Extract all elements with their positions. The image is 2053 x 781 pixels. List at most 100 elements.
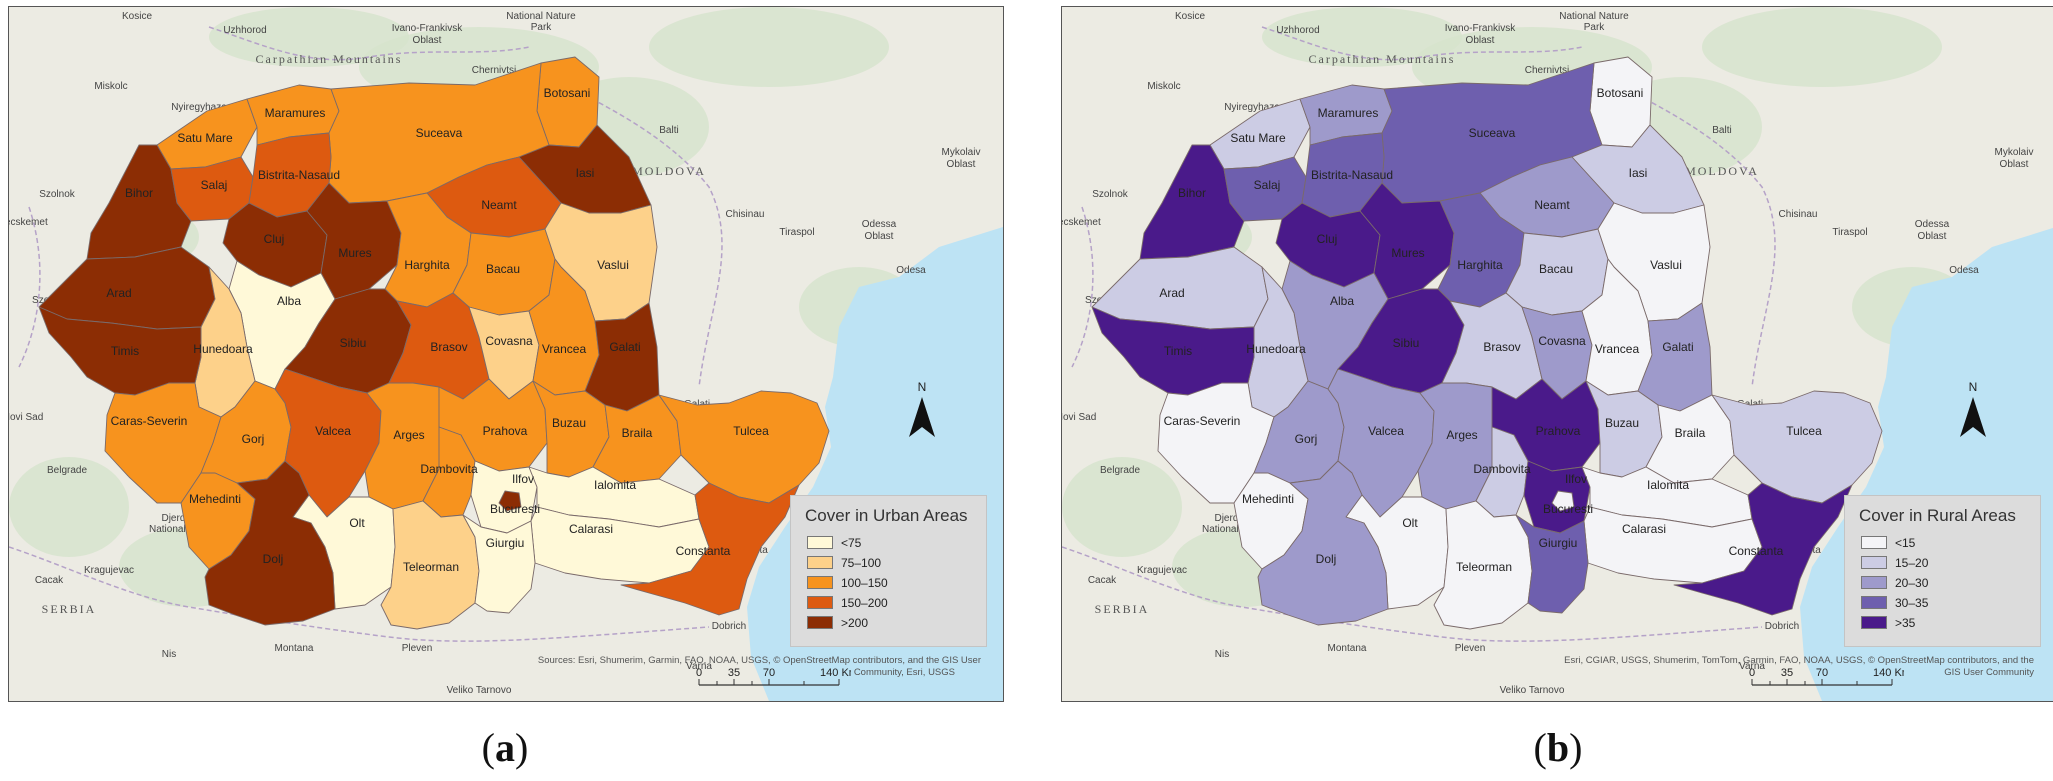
county-valcea[interactable] <box>274 368 382 518</box>
legend-swatch <box>807 536 833 549</box>
basemap-forest <box>9 457 129 557</box>
legend-swatch <box>1861 576 1887 589</box>
country-border <box>208 26 530 61</box>
county-label-salaj: Salaj <box>201 178 228 192</box>
place-label: Nis <box>1215 649 1229 660</box>
place-label: Odessa <box>1915 219 1950 230</box>
place-label: Odesa <box>1949 265 1979 276</box>
place-label: Park <box>531 22 553 33</box>
county-label-vaslui: Vaslui <box>1650 258 1682 272</box>
place-label: National Nature <box>506 11 576 22</box>
county-label-arges: Arges <box>393 428 424 442</box>
place-label: Nyiregyhaza <box>171 102 227 113</box>
caption-b: (b) <box>1533 725 1583 770</box>
county-tulcea[interactable] <box>658 390 830 504</box>
county-giurgiu[interactable] <box>462 514 536 614</box>
county-label-buzau: Buzau <box>552 416 586 430</box>
county-bucuresti[interactable] <box>498 490 522 512</box>
place-label: Oblast <box>413 35 442 46</box>
county-label-vrancea: Vrancea <box>542 342 587 356</box>
place-label: Oblast <box>947 159 976 170</box>
attribution-line-1: Esri, CGIAR, USGS, Shumerim, TomTom, Gar… <box>1564 655 2034 666</box>
legend-label: 150–200 <box>841 596 888 610</box>
county-label-iasi: Iasi <box>1629 166 1648 180</box>
place-label: Belgrade <box>1100 465 1140 476</box>
county-label-dambovita: Dambovita <box>1473 462 1531 476</box>
county-valcea[interactable] <box>1327 368 1435 518</box>
place-label: Chernivtsi <box>472 65 516 76</box>
county-label-caras-severin: Caras-Severin <box>1164 414 1241 428</box>
scale-bar: 0 35 70 140 Km <box>696 667 851 686</box>
county-constanta[interactable] <box>620 482 800 616</box>
county-bucuresti[interactable] <box>1551 490 1575 512</box>
county-label-braila: Braila <box>1675 426 1706 440</box>
legend-swatch <box>1861 536 1887 549</box>
scale-label-35: 35 <box>728 667 740 679</box>
north-label: N <box>918 380 927 394</box>
legend-title: Cover in Rural Areas <box>1859 506 2016 525</box>
county-label-suceava: Suceava <box>1469 126 1516 140</box>
attribution-line-2: GIS User Community <box>1944 667 2034 678</box>
county-label-hunedoara: Hunedoara <box>1246 342 1306 356</box>
legend-swatch <box>1861 556 1887 569</box>
county-label-timis: Timis <box>1164 344 1192 358</box>
country-border <box>1261 26 1583 61</box>
place-label: Kecskemet <box>1062 217 1101 228</box>
county-label-harghita: Harghita <box>404 258 450 272</box>
place-label: Dobrich <box>1765 621 1799 632</box>
scale-bar: 0 35 70 140 Km <box>1749 667 1904 686</box>
place-label: Tiraspol <box>1832 227 1867 238</box>
place-label: Balti <box>659 125 678 136</box>
county-label-vaslui: Vaslui <box>597 258 629 272</box>
legend-label: <15 <box>1895 536 1916 550</box>
place-label: Szolnok <box>1092 189 1129 200</box>
county-label-neamt: Neamt <box>1534 198 1570 212</box>
place-label: Kosice <box>122 11 152 22</box>
map-panel-urban: Kosice Uzhhorod Ivano-Frankivsk Oblast Natio… <box>8 6 1004 702</box>
county-dolj[interactable] <box>204 460 336 626</box>
county-label-ilfov: Ilfov <box>1565 472 1587 486</box>
county-label-sibiu: Sibiu <box>1393 336 1420 350</box>
place-label: Nis <box>162 649 176 660</box>
county-label-satu-mare: Satu Mare <box>177 131 233 145</box>
county-dolj[interactable] <box>1257 460 1389 626</box>
scale-label-0: 0 <box>1749 667 1755 679</box>
county-giurgiu[interactable] <box>1515 514 1589 614</box>
county-constanta[interactable] <box>1673 482 1853 616</box>
place-label: National Park <box>1202 524 1263 535</box>
basemap-forest <box>649 7 889 87</box>
county-teleorman[interactable] <box>380 500 480 630</box>
caption-a: (a) <box>481 725 529 770</box>
scale-label-35: 35 <box>1781 667 1793 679</box>
place-label: Miskolc <box>1147 81 1180 92</box>
scale-label-70: 70 <box>763 667 775 679</box>
county-teleorman[interactable] <box>1433 500 1533 630</box>
county-tulcea[interactable] <box>1711 390 1883 504</box>
county-label-olt: Olt <box>1402 516 1418 530</box>
north-label: N <box>1969 380 1978 394</box>
county-braila[interactable] <box>1645 394 1735 484</box>
county-label-harghita: Harghita <box>1457 258 1503 272</box>
legend-label: >35 <box>1895 616 1916 630</box>
place-label: Veliko Tarnovo <box>447 685 512 696</box>
county-label-timis: Timis <box>111 344 139 358</box>
place-label: Montana <box>275 643 314 654</box>
county-label-salaj: Salaj <box>1254 178 1281 192</box>
country-border <box>1601 76 1776 388</box>
county-label-arad: Arad <box>106 286 131 300</box>
county-label-mures: Mures <box>1391 246 1424 260</box>
place-label: Mykolaiv <box>1995 147 2034 158</box>
county-label-ialomita: Ialomita <box>594 478 636 492</box>
county-label-teleorman: Teleorman <box>403 560 459 574</box>
county-label-mures: Mures <box>338 246 371 260</box>
county-braila[interactable] <box>592 394 682 484</box>
region-label: SERBIA <box>1095 602 1150 616</box>
county-label-bucuresti: Bucuresti <box>490 502 540 516</box>
country-border <box>9 546 710 642</box>
county-label-buzau: Buzau <box>1605 416 1639 430</box>
county-label-bucuresti: Bucuresti <box>1543 502 1593 516</box>
place-label: Chisinau <box>726 209 765 220</box>
county-label-ilfov: Ilfov <box>512 472 534 486</box>
region-label: Carpathian Mountains <box>256 52 403 66</box>
north-arrow-icon: N <box>1960 380 1986 437</box>
